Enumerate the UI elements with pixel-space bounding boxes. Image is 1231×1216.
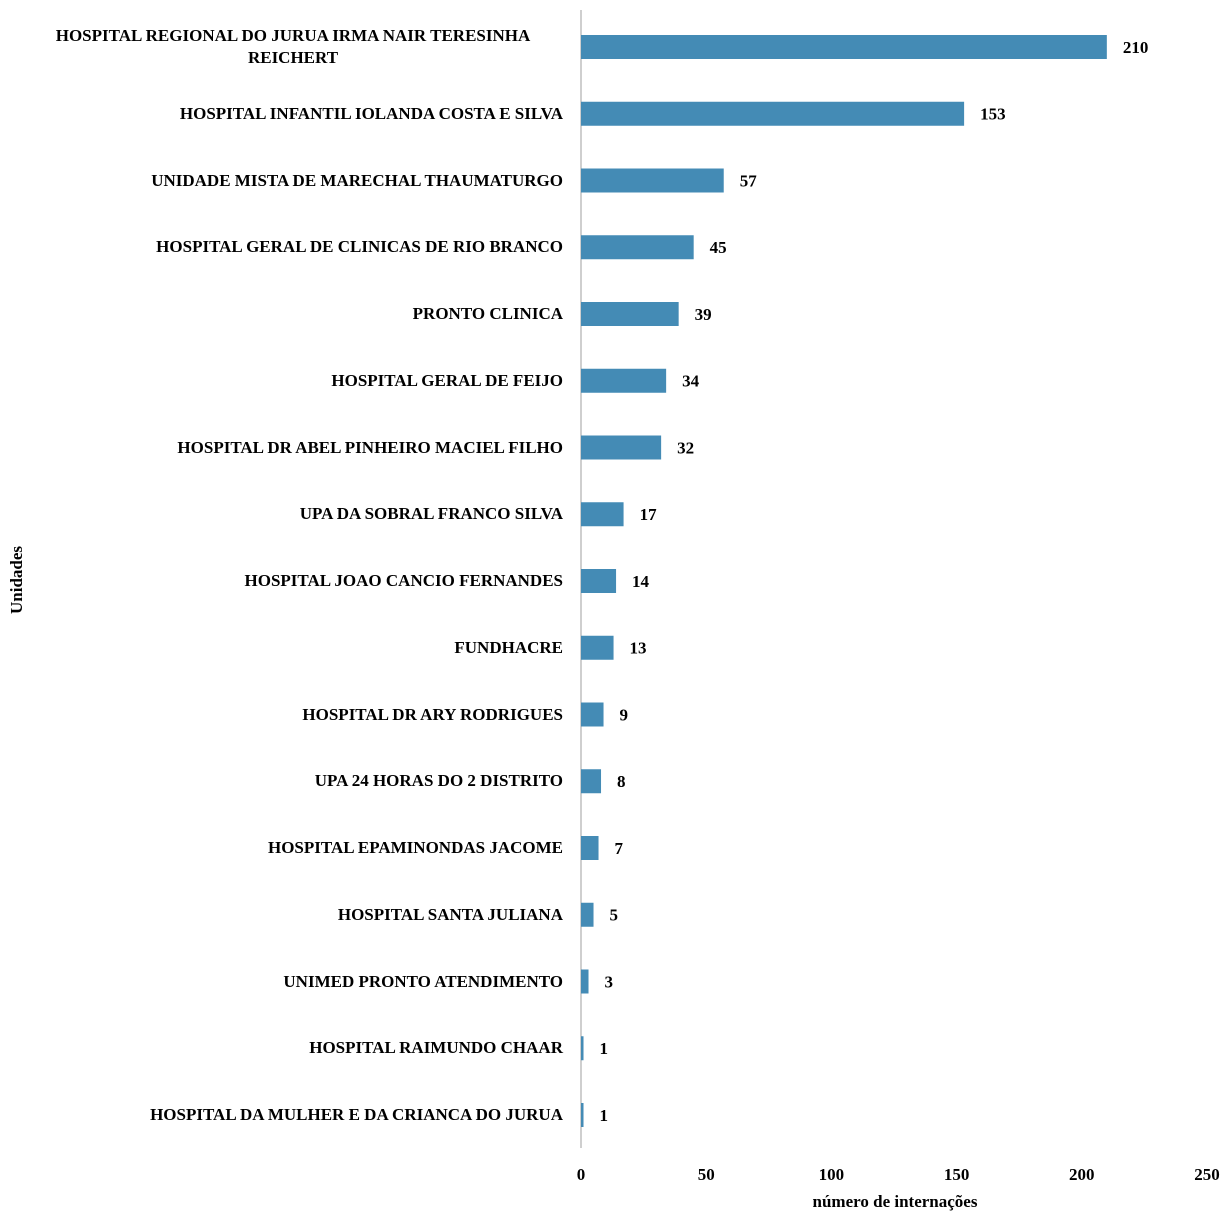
data-label: 13 (630, 639, 647, 658)
bar (581, 702, 604, 727)
bar (581, 1036, 584, 1061)
bar (581, 1103, 584, 1127)
bar (581, 769, 602, 794)
bar (581, 235, 694, 260)
y-tick-label: UNIDADE MISTA DE MARECHAL THAUMATURGO (151, 170, 563, 190)
data-label: 1 (600, 1106, 609, 1125)
y-tick-label: HOSPITAL DR ARY RODRIGUES (302, 704, 563, 724)
y-tick-label: HOSPITAL REGIONAL DO JURUA IRMA NAIR TER… (55, 26, 531, 67)
data-label: 17 (640, 505, 658, 524)
x-axis-title: número de internações (813, 1192, 978, 1211)
data-label: 7 (615, 839, 624, 858)
bar (581, 969, 589, 994)
bar (581, 569, 617, 593)
data-label: 8 (617, 772, 626, 791)
y-tick-label: HOSPITAL GERAL DE FEIJO (331, 370, 563, 390)
data-label: 153 (980, 105, 1006, 124)
bar (581, 168, 724, 193)
data-label: 210 (1123, 38, 1149, 57)
y-tick-label: HOSPITAL INFANTIL IOLANDA COSTA E SILVA (179, 103, 563, 123)
x-tick-label: 150 (944, 1165, 970, 1184)
x-tick-label: 50 (698, 1165, 715, 1184)
y-tick-label: UNIMED PRONTO ATENDIMENTO (283, 971, 563, 991)
y-tick-label: UPA DA SOBRAL FRANCO SILVA (299, 504, 563, 524)
data-label: 9 (620, 705, 629, 724)
x-tick-label: 200 (1069, 1165, 1095, 1184)
bar (581, 435, 662, 460)
data-label: 45 (710, 238, 727, 257)
y-tick-label: HOSPITAL EPAMINONDAS JACOME (267, 838, 563, 857)
bar (581, 902, 594, 927)
x-tick-label: 0 (577, 1165, 586, 1184)
bar (581, 35, 1107, 59)
y-tick-label: HOSPITAL DR ABEL PINHEIRO MACIEL FILHO (177, 437, 563, 457)
y-tick-label: HOSPITAL DA MULHER E DA CRIANCA DO JURUA (150, 1105, 563, 1124)
y-axis-title: Unidades (7, 546, 26, 614)
data-label: 1 (600, 1039, 609, 1058)
bar (581, 502, 624, 527)
y-tick-label: FUNDHACRE (454, 637, 563, 657)
y-tick-label: HOSPITAL GERAL DE CLINICAS DE RIO BRANCO (156, 237, 563, 257)
data-label: 32 (677, 438, 694, 457)
data-label: 5 (610, 906, 619, 925)
data-label: 14 (632, 572, 650, 591)
data-label: 57 (740, 171, 758, 190)
data-label: 34 (682, 372, 700, 391)
bar (581, 101, 965, 126)
y-tick-label: UPA 24 HORAS DO 2 DISTRITO (314, 771, 563, 791)
bar (581, 836, 599, 860)
x-tick-label: 250 (1194, 1165, 1220, 1184)
y-tick-label: HOSPITAL RAIMUNDO CHAAR (309, 1038, 563, 1058)
bar (581, 635, 614, 660)
bar (581, 302, 679, 326)
y-tick-label: PRONTO CLINICA (412, 304, 563, 323)
bar (581, 368, 667, 393)
data-label: 3 (605, 972, 614, 991)
x-tick-label: 100 (819, 1165, 845, 1184)
y-tick-label: HOSPITAL JOAO CANCIO FERNANDES (244, 571, 563, 590)
y-tick-label: HOSPITAL SANTA JULIANA (337, 904, 563, 924)
data-label: 39 (695, 305, 712, 324)
